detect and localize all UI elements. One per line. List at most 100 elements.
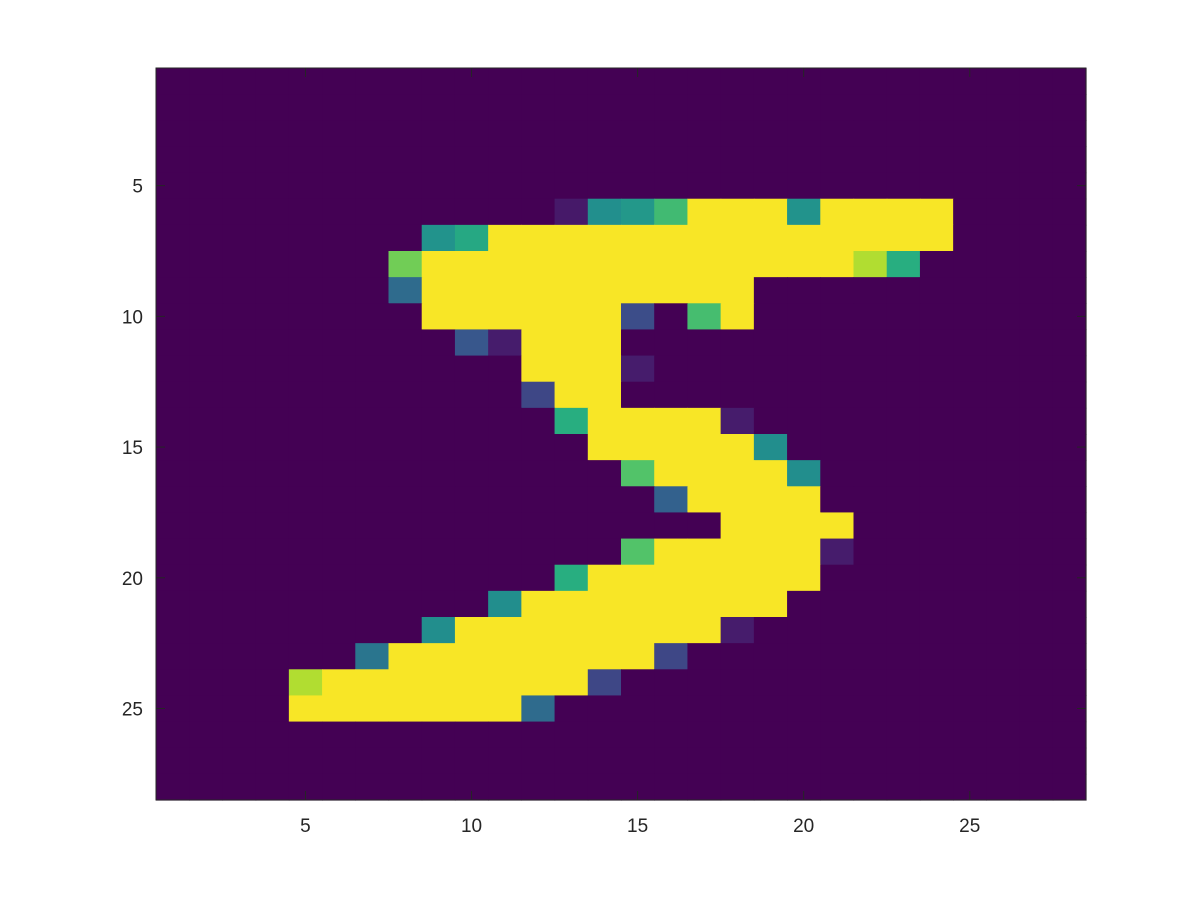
heatmap-cell [654,643,689,670]
heatmap-cell [554,303,589,331]
heatmap-cell [687,94,722,121]
heatmap-cell [421,512,456,540]
heatmap-cell [288,669,323,697]
heatmap-cell [355,721,390,749]
heatmap-cell [587,721,622,749]
heatmap-cell [521,617,556,644]
heatmap-cell [720,251,755,278]
heatmap-cell [886,460,921,487]
heatmap-cell [820,564,855,592]
heatmap-cell [886,564,921,592]
heatmap-cell [853,303,888,331]
heatmap-cell [255,146,290,174]
heatmap-cell [189,198,224,226]
heatmap-cell [355,590,390,618]
heatmap-cell [454,590,489,618]
heatmap-cell [521,695,556,723]
heatmap-cell [953,146,987,174]
heatmap-cell [454,721,489,749]
heatmap-cell [388,538,423,566]
y-tick-label: 20 [122,569,143,590]
heatmap-cell [820,329,855,357]
y-tick-label: 25 [122,700,143,721]
heatmap-cell [255,120,290,148]
heatmap-cell [255,277,290,304]
heatmap-cell [554,277,589,304]
heatmap-cell [388,460,423,487]
heatmap-cell [1019,486,1054,514]
heatmap-cell [687,564,722,592]
heatmap-cell [521,146,556,174]
heatmap-cell [654,460,689,487]
heatmap-cell [1052,643,1087,670]
heatmap-cell [587,94,622,121]
heatmap-cell [388,747,423,775]
heatmap-cell [521,172,556,200]
heatmap-cell [787,251,821,278]
heatmap-cell [288,277,323,304]
heatmap-cell [986,773,1021,801]
heatmap-cell [919,303,954,331]
heatmap-cell [421,617,456,644]
heatmap-cell [554,94,589,121]
x-tick-label: 5 [300,816,311,837]
heatmap-cell [521,407,556,435]
heatmap-cell [255,460,290,487]
heatmap-cell [787,355,821,383]
x-tick-label: 20 [793,816,814,837]
heatmap-cell [388,721,423,749]
heatmap-cell [587,486,622,514]
heatmap-cell [521,355,556,383]
heatmap-cell [986,512,1021,540]
heatmap-cell [787,434,821,461]
heatmap-cell [1019,460,1054,487]
heatmap-cell [355,695,390,723]
heatmap-cell [454,512,489,540]
heatmap-cell [222,198,257,226]
heatmap-cell [853,277,888,304]
heatmap-cell [521,277,556,304]
heatmap-cell [322,721,356,749]
heatmap-cell [421,773,456,801]
heatmap-cell [454,198,489,226]
heatmap-cell [222,434,257,461]
heatmap-cell [421,329,456,357]
heatmap-cell [156,407,190,435]
heatmap-cell [488,695,522,723]
heatmap-cell [222,277,257,304]
heatmap-cell [720,617,755,644]
heatmap-cell [189,172,224,200]
heatmap-cell [521,773,556,801]
heatmap-cell [156,251,190,278]
heatmap-cell [322,120,356,148]
heatmap-cell [720,643,755,670]
heatmap-cell [1019,590,1054,618]
heatmap-cell [687,773,722,801]
heatmap-cell [654,172,689,200]
heatmap-cell [587,251,622,278]
heatmap-cell [189,669,224,697]
heatmap-cell [986,434,1021,461]
heatmap-cell [288,434,323,461]
heatmap-cell [886,198,921,226]
heatmap-cell [886,224,921,252]
heatmap-cell [753,146,788,174]
heatmap-cell [886,590,921,618]
heatmap-cell [222,564,257,592]
heatmap-cell [222,355,257,383]
heatmap-cell [919,407,954,435]
heatmap-cell [554,538,589,566]
heatmap-cell [720,486,755,514]
heatmap-cell [820,747,855,775]
heatmap-cell [1019,146,1054,174]
heatmap-cell [355,172,390,200]
heatmap-cell [554,381,589,409]
heatmap-cell [1052,486,1087,514]
heatmap-cell [454,747,489,775]
heatmap-cell [587,538,622,566]
heatmap-cell [787,303,821,331]
heatmap-cell [421,434,456,461]
heatmap-cell [587,172,622,200]
heatmap-cell [355,68,390,95]
